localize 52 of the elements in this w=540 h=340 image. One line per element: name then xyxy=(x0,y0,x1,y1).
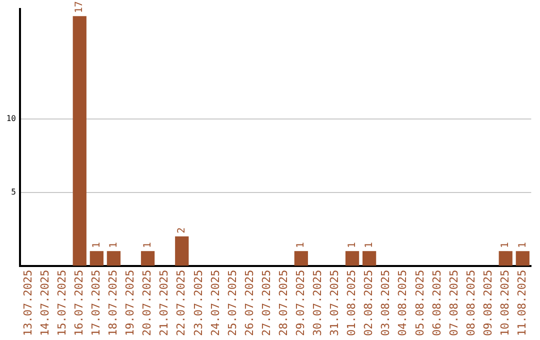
data-label: 1 xyxy=(296,242,307,248)
bar xyxy=(516,251,530,266)
x-tick-label: 07.08.2025 xyxy=(447,270,460,336)
data-label: 1 xyxy=(517,242,528,248)
x-tick-label: 18.07.2025 xyxy=(106,270,120,336)
x-tick-label: 23.07.2025 xyxy=(192,270,205,336)
data-label: 1 xyxy=(108,242,120,248)
x-tick-label: 28.07.2025 xyxy=(276,270,290,336)
x-tick-label: 26.07.2025 xyxy=(242,270,256,336)
data-label: 17 xyxy=(74,1,86,14)
bar xyxy=(106,251,121,266)
x-tick-label: 09.08.2025 xyxy=(481,270,494,336)
x-tick-label: 04.08.2025 xyxy=(396,270,410,336)
x-tick-label: 29.07.2025 xyxy=(294,270,308,336)
x-tick-label: 19.07.2025 xyxy=(124,270,137,336)
bar xyxy=(175,236,189,266)
x-tick-label: 30.07.2025 xyxy=(311,270,324,336)
bar xyxy=(362,251,376,266)
x-tick-label: 05.08.2025 xyxy=(413,270,426,336)
y-tick-label: 10 xyxy=(6,114,16,124)
x-tick-label: 25.07.2025 xyxy=(226,270,239,336)
x-tick-label: 08.08.2025 xyxy=(464,270,478,336)
x-tick-label: 13.07.2025 xyxy=(21,270,34,336)
data-label: 1 xyxy=(364,242,375,248)
bar xyxy=(140,251,155,266)
x-tick-label: 14.07.2025 xyxy=(38,270,52,336)
x-tick-label: 24.07.2025 xyxy=(208,270,222,336)
x-tick-label: 03.08.2025 xyxy=(379,270,392,336)
x-tick-label: 27.07.2025 xyxy=(260,270,273,336)
data-label: 1 xyxy=(142,242,154,248)
x-tick-label: 11.08.2025 xyxy=(516,270,529,336)
x-tick-label: 01.08.2025 xyxy=(345,270,358,336)
data-label: 1 xyxy=(500,242,512,248)
bar xyxy=(345,251,360,266)
bar xyxy=(498,251,512,266)
bar xyxy=(72,16,86,266)
x-tick-label: 06.08.2025 xyxy=(430,270,444,336)
x-tick-label: 22.07.2025 xyxy=(174,270,188,336)
bar xyxy=(294,251,308,266)
bar xyxy=(90,251,104,266)
x-tick-label: 17.07.2025 xyxy=(90,270,103,336)
data-label: 1 xyxy=(346,242,358,248)
x-tick-label: 02.08.2025 xyxy=(362,270,376,336)
x-tick-label: 10.08.2025 xyxy=(498,270,512,336)
x-tick-label: 21.07.2025 xyxy=(158,270,171,336)
x-tick-label: 16.07.2025 xyxy=(72,270,86,336)
x-tick-label: 20.07.2025 xyxy=(140,270,154,336)
x-tick-label: 31.07.2025 xyxy=(328,270,342,336)
x-tick-label: 15.07.2025 xyxy=(55,270,68,336)
data-label: 2 xyxy=(176,227,188,234)
y-tick-label: 5 xyxy=(11,187,16,196)
data-label: 1 xyxy=(91,242,102,248)
